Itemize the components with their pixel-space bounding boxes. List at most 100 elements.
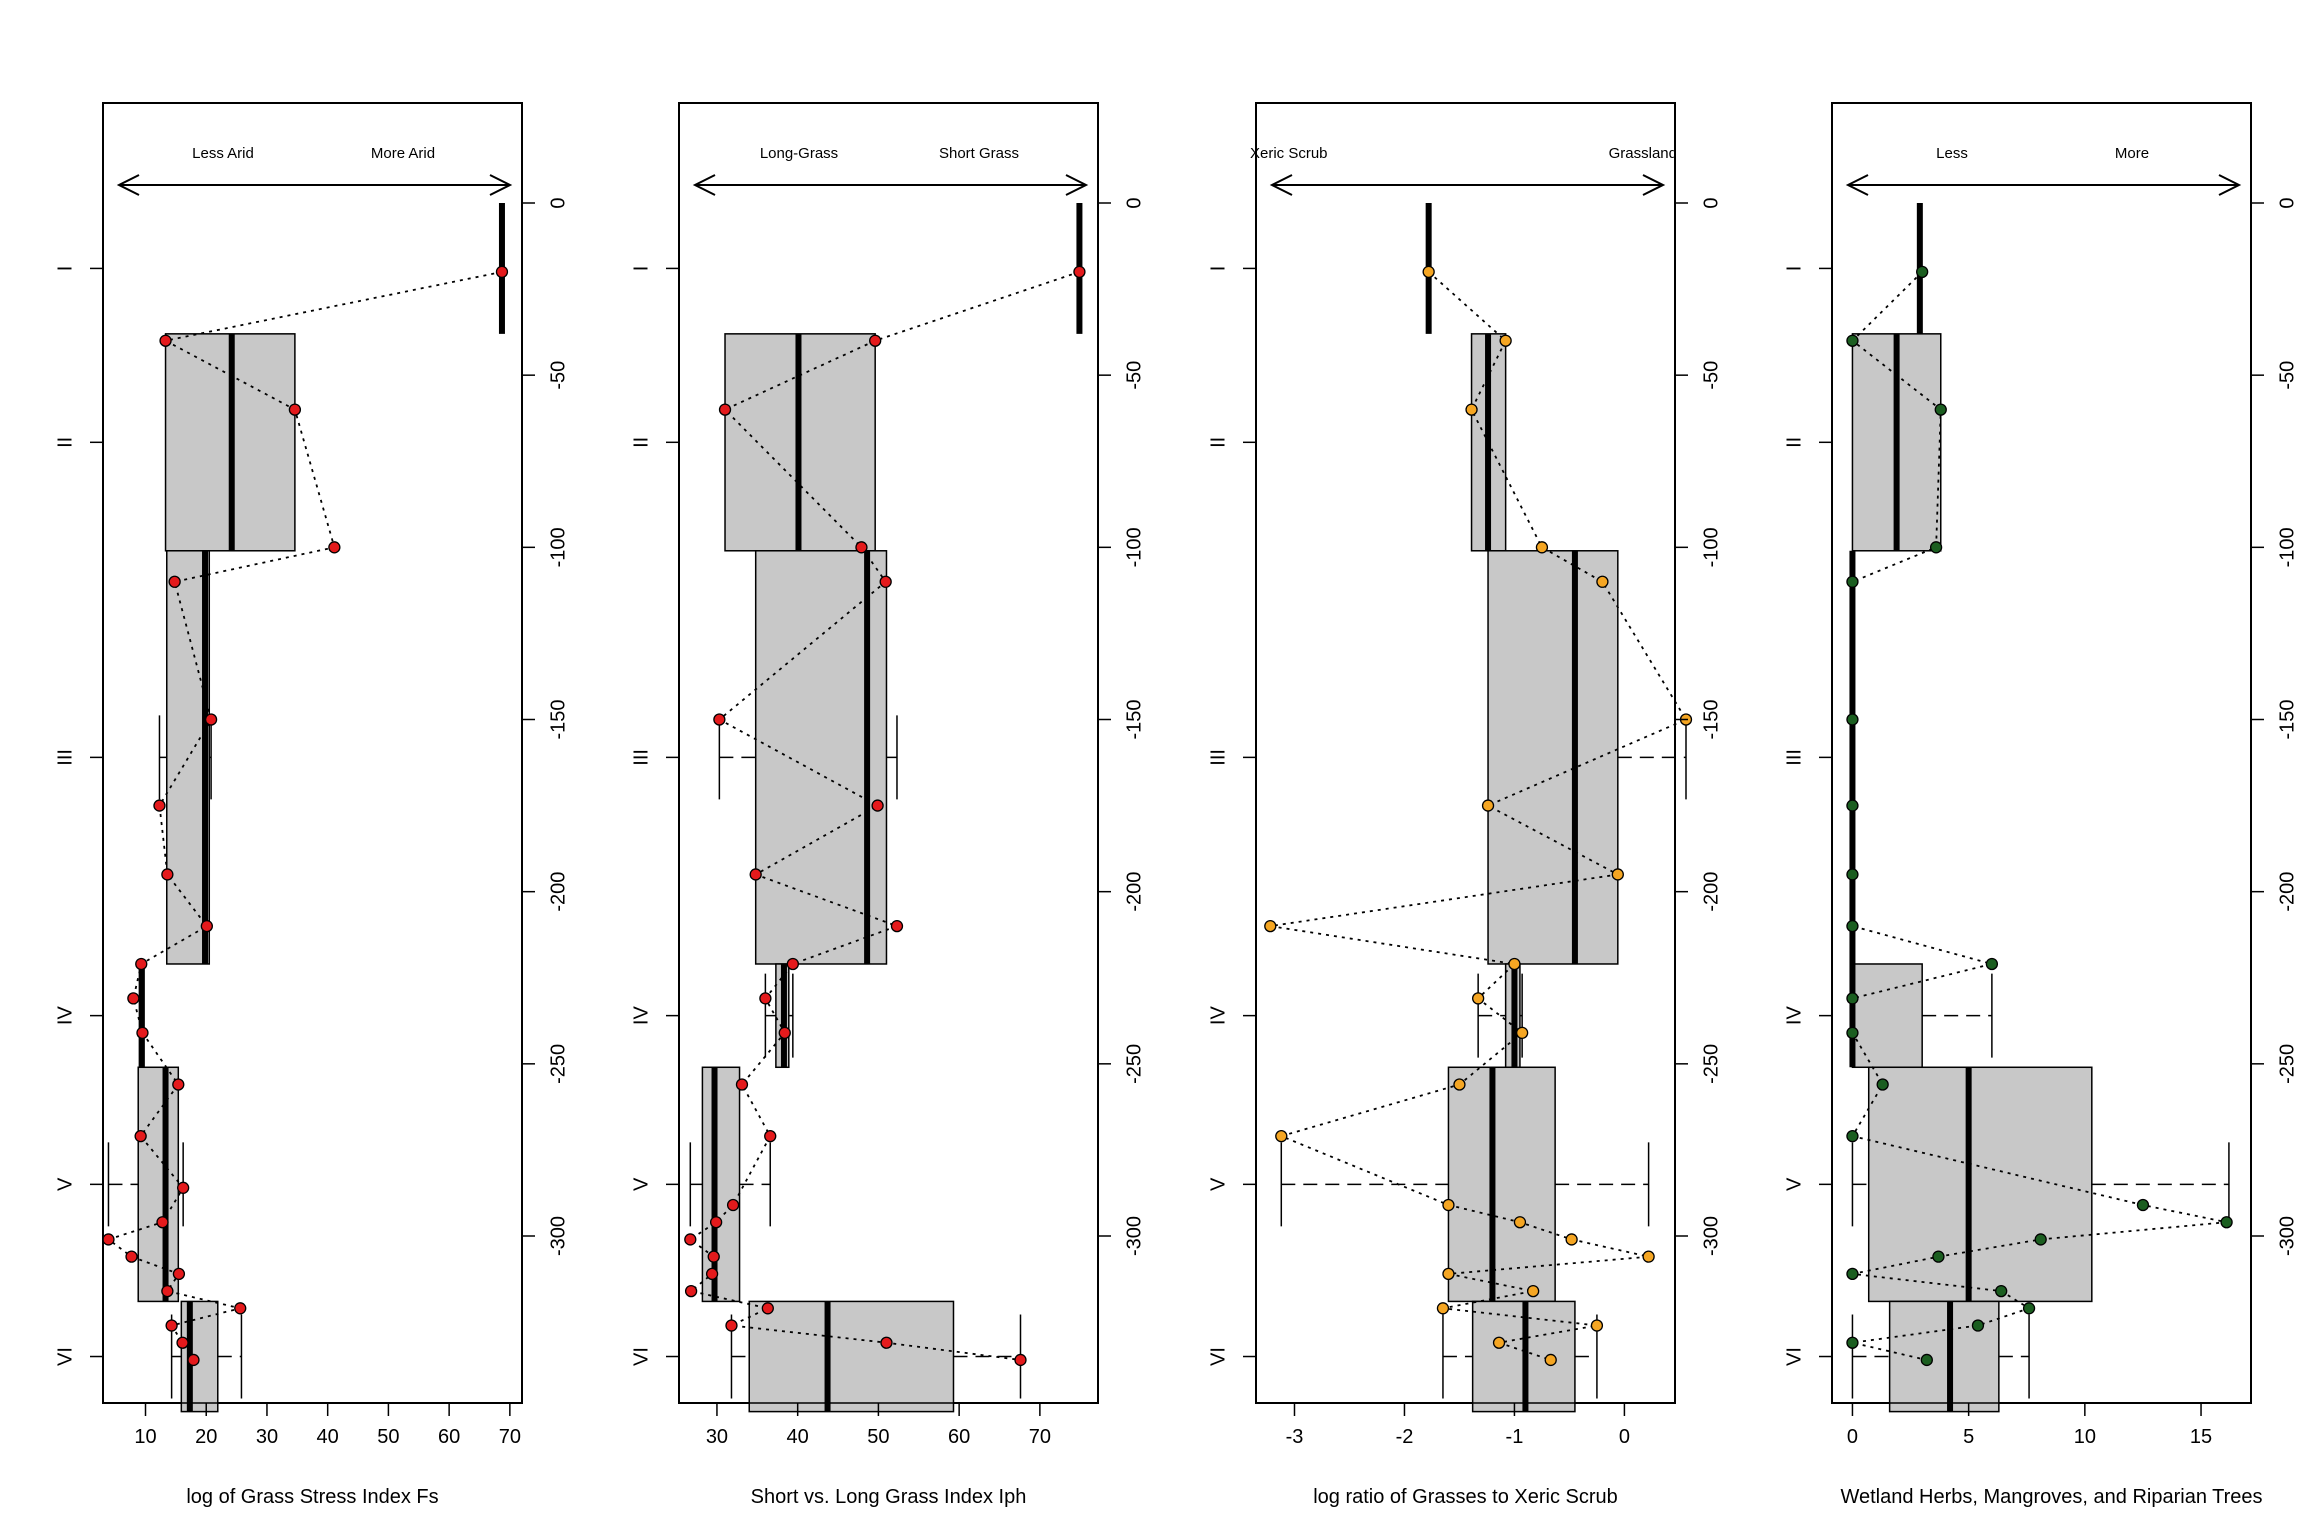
zone-box-V: [107, 1066, 184, 1303]
iqr-box: [748, 1300, 955, 1413]
sample-point: [1846, 713, 1859, 726]
depth-tick-label: -250: [1700, 1044, 1722, 1084]
zone-box-III: [158, 550, 212, 965]
zone-box-IV: [138, 963, 145, 1069]
sample-point: [1929, 541, 1943, 554]
sample-point: [1436, 1302, 1450, 1315]
arrow-label-right: Short Grass: [939, 145, 1019, 162]
sample-point: [713, 713, 726, 726]
sample-point: [2034, 1233, 2047, 1246]
sample-point: [136, 1026, 149, 1039]
zone-label-IV: IV: [630, 1006, 652, 1026]
x-axis-title: log ratio of Grasses to Xeric Scrub: [1313, 1486, 1618, 1508]
depth-tick-label: -150: [2276, 699, 2298, 739]
depth-tick-label: -200: [547, 872, 569, 912]
iqr-box: [1447, 1066, 1556, 1303]
sample-point: [869, 334, 882, 347]
arrow-label-left: Less Arid: [192, 145, 254, 162]
sample-point: [855, 541, 868, 554]
arrow-head-right: [1065, 174, 1089, 196]
arrow-label-right: More Arid: [371, 145, 435, 162]
sample-point: [786, 957, 799, 971]
zone-label-VI: VI: [54, 1347, 76, 1366]
iqr-box: [1487, 550, 1619, 965]
arrow-head-right: [489, 174, 513, 196]
zone-label-I: I: [630, 266, 652, 272]
x-tick-label: 60: [948, 1426, 970, 1448]
sample-point: [1544, 1353, 1557, 1367]
sample-point: [2022, 1302, 2036, 1315]
iqr-box: [180, 1300, 219, 1413]
zone-box-IV: [764, 963, 794, 1069]
arrow-head-left: [1845, 174, 1869, 196]
zone-label-I: I: [1783, 266, 1805, 272]
sample-point: [1846, 1026, 1859, 1039]
depth-tick-label: -300: [547, 1216, 569, 1256]
x-tick-label: 0: [1847, 1426, 1858, 1448]
sample-point: [707, 1250, 720, 1263]
zone-box-IV: [1477, 963, 1523, 1069]
depth-tick-label: 0: [2276, 197, 2298, 208]
sample-point: [1596, 575, 1609, 588]
sample-point: [749, 868, 762, 881]
x-tick-label: 5: [1963, 1426, 1974, 1448]
zone-label-V: V: [630, 1177, 652, 1191]
sample-point: [161, 1284, 174, 1298]
zone-label-II: II: [1207, 437, 1229, 448]
sample-trace-line: [1270, 271, 1688, 1361]
arrow-head-left: [1269, 174, 1293, 196]
sample-point: [1073, 265, 1086, 279]
x-tick-label: 60: [438, 1426, 460, 1448]
sample-point: [172, 1267, 186, 1281]
sample-point: [1014, 1353, 1027, 1367]
sample-point: [890, 919, 904, 933]
zone-box-II: [724, 333, 876, 552]
sample-point: [1508, 957, 1521, 971]
iqr-box: [1867, 1066, 2093, 1303]
sample-point: [200, 919, 213, 933]
sample-point: [761, 1302, 774, 1315]
zone-box-V: [1851, 1066, 2230, 1303]
x-tick-label: 50: [867, 1426, 889, 1448]
panel-4: Less More 0 5 10 15 Wetland Herbs, Mangroves, …: [1783, 102, 2298, 1508]
sample-point: [172, 1078, 185, 1091]
arrow-label-left: Less: [1936, 145, 1968, 162]
arrow-label-left: Xeric Scrub: [1250, 145, 1328, 162]
zone-label-I: I: [1207, 266, 1229, 272]
sample-point: [1453, 1078, 1466, 1091]
sample-point: [759, 992, 772, 1005]
sample-point: [880, 1336, 893, 1349]
sample-point: [1264, 919, 1277, 933]
x-tick-label: 70: [1029, 1426, 1051, 1448]
sample-point: [1481, 799, 1495, 812]
zone-box-IV: [1849, 963, 1993, 1069]
panel-1: Less Arid More Arid 10 20 30 40 50 60 70 log of G…: [54, 102, 569, 1508]
zone-label-III: III: [1783, 749, 1805, 766]
sample-point: [726, 1198, 740, 1212]
zone-label-II: II: [54, 437, 76, 448]
zone-box-VI: [170, 1300, 243, 1413]
sample-point: [1422, 265, 1435, 279]
sample-point: [159, 334, 172, 347]
sample-point: [1846, 1336, 1859, 1349]
zone-label-VI: VI: [1783, 1347, 1805, 1366]
arrow-label-left: Long-Grass: [760, 145, 838, 162]
sample-point: [705, 1267, 719, 1281]
arrow-head-right: [2218, 174, 2242, 196]
plot-frame: [678, 102, 1099, 1404]
zone-label-VI: VI: [630, 1347, 652, 1366]
arrow-head-right: [1642, 174, 1666, 196]
depth-tick-label: -50: [1700, 361, 1722, 390]
sample-point: [1846, 575, 1859, 588]
depth-tick-label: -200: [1700, 872, 1722, 912]
sample-point: [153, 799, 166, 812]
sample-point: [176, 1336, 189, 1349]
x-tick-label: 15: [2190, 1426, 2212, 1448]
iqr-box: [1851, 963, 1923, 1069]
x-axis-title: Short vs. Long Grass Index Iph: [751, 1486, 1027, 1508]
sample-point: [288, 403, 302, 416]
panel-3: Xeric Scrub Grassland -3 -2 -1 0 log ratio of …: [1207, 102, 1722, 1508]
depth-tick-label: -300: [2276, 1216, 2298, 1256]
zone-label-V: V: [1783, 1177, 1805, 1191]
